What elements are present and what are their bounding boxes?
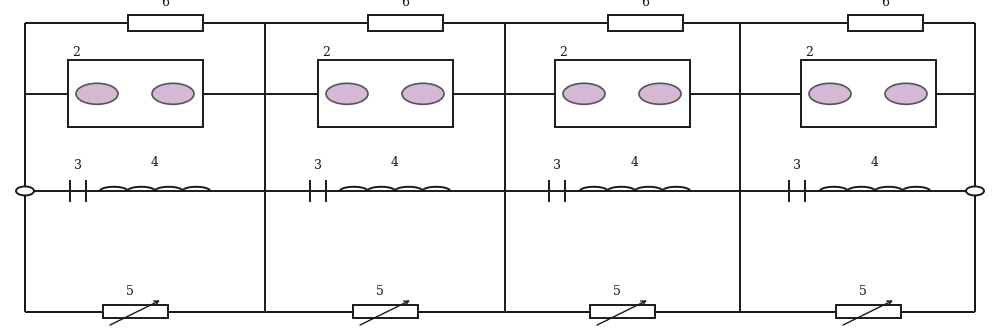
Bar — [836, 305, 900, 318]
Bar — [554, 60, 690, 127]
Bar — [128, 15, 202, 31]
Ellipse shape — [16, 187, 34, 195]
Bar — [590, 305, 654, 318]
Text: 5: 5 — [859, 285, 867, 298]
Bar — [800, 60, 936, 127]
Ellipse shape — [76, 83, 118, 104]
Ellipse shape — [639, 83, 681, 104]
Ellipse shape — [152, 83, 194, 104]
Text: 4: 4 — [871, 156, 879, 169]
Bar — [353, 305, 418, 318]
Text: 2: 2 — [73, 46, 80, 59]
Text: 3: 3 — [553, 159, 561, 172]
Bar — [848, 15, 922, 31]
Text: 3: 3 — [314, 159, 322, 172]
Text: 2: 2 — [806, 46, 813, 59]
Text: 6: 6 — [641, 0, 649, 9]
Text: 4: 4 — [391, 156, 399, 169]
Ellipse shape — [326, 83, 368, 104]
Ellipse shape — [402, 83, 444, 104]
Text: 5: 5 — [613, 285, 621, 298]
Text: 3: 3 — [793, 159, 801, 172]
Ellipse shape — [966, 187, 984, 195]
Text: 4: 4 — [631, 156, 639, 169]
Text: 6: 6 — [161, 0, 169, 9]
Text: 4: 4 — [151, 156, 159, 169]
Bar — [103, 305, 168, 318]
Text: 6: 6 — [401, 0, 409, 9]
Ellipse shape — [809, 83, 851, 104]
Ellipse shape — [563, 83, 605, 104]
Bar — [368, 15, 443, 31]
Text: 2: 2 — [560, 46, 567, 59]
Text: 2: 2 — [322, 46, 330, 59]
Text: 3: 3 — [74, 159, 82, 172]
Text: 6: 6 — [881, 0, 889, 9]
Bar — [318, 60, 452, 127]
Text: 5: 5 — [376, 285, 384, 298]
Text: 5: 5 — [126, 285, 134, 298]
Ellipse shape — [885, 83, 927, 104]
Bar — [68, 60, 202, 127]
Bar — [608, 15, 682, 31]
